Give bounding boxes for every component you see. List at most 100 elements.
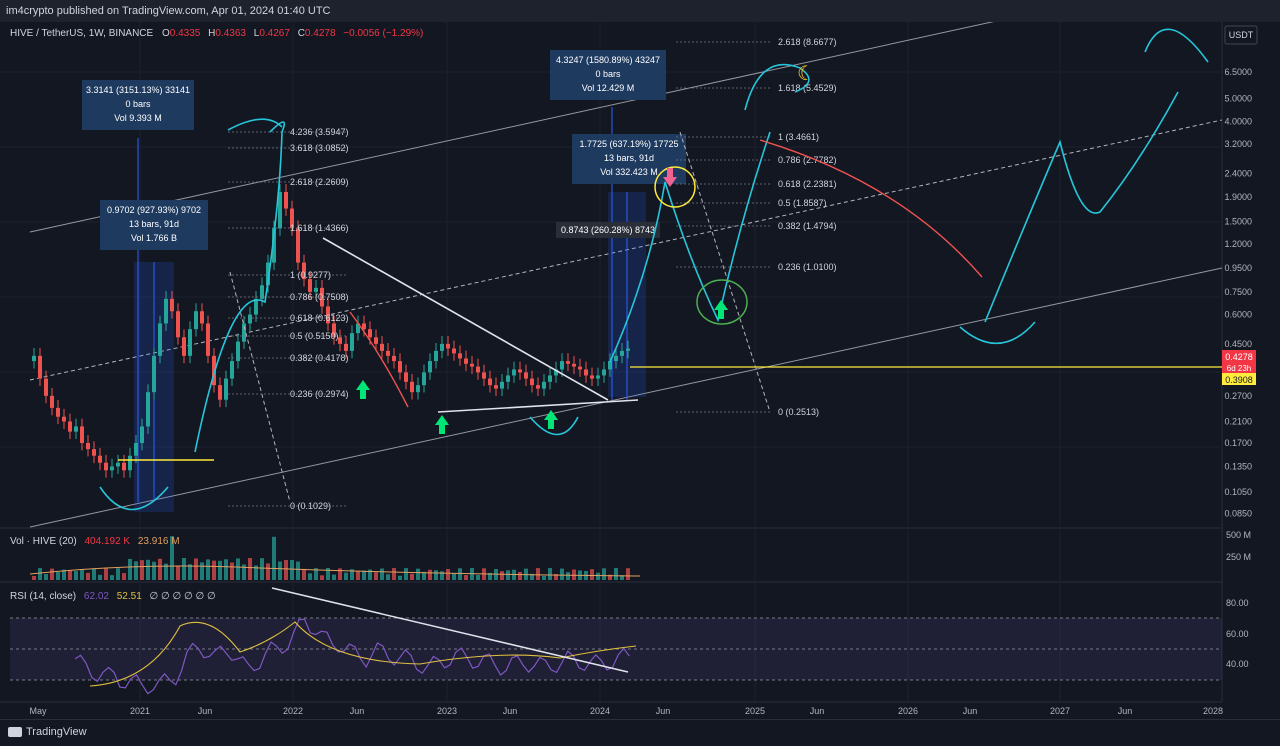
candle-body[interactable] <box>302 262 306 280</box>
candle-body[interactable] <box>86 442 90 450</box>
candle-body[interactable] <box>344 343 348 351</box>
candle-body[interactable] <box>116 462 120 467</box>
candle-body[interactable] <box>212 355 216 386</box>
candle-body[interactable] <box>290 208 294 229</box>
candle-body[interactable] <box>92 449 96 456</box>
candle-body[interactable] <box>428 361 432 373</box>
candle-body[interactable] <box>476 366 480 373</box>
time-axis[interactable]: May 2021 Jun 2022 Jun 2023 Jun 2024 Jun 2025 Jun 20… <box>29 706 1223 716</box>
fib-extension-left[interactable]: 4.236 (3.5947) 3.618 (3.0852) 2.618 (2.260… <box>228 127 349 511</box>
candle-body[interactable] <box>362 323 366 330</box>
candle-body[interactable] <box>122 462 126 471</box>
candle-body[interactable] <box>110 466 114 471</box>
candle-body[interactable] <box>542 381 546 389</box>
candle-body[interactable] <box>626 348 630 351</box>
candle-body[interactable] <box>356 323 360 334</box>
candle-body[interactable] <box>452 348 456 354</box>
candle-body[interactable] <box>548 375 552 382</box>
candle-body[interactable] <box>62 416 66 422</box>
candle-body[interactable] <box>518 369 522 373</box>
candle-body[interactable] <box>230 361 234 379</box>
candlestick-series[interactable] <box>32 184 630 478</box>
candle-body[interactable] <box>404 372 408 382</box>
candle-body[interactable] <box>572 363 576 367</box>
candle-body[interactable] <box>98 455 102 463</box>
descending-trendline[interactable] <box>322 237 609 401</box>
top-circle-marker[interactable] <box>654 166 696 208</box>
candle-body[interactable] <box>80 426 84 443</box>
candle-body[interactable] <box>206 323 210 356</box>
candle-body[interactable] <box>68 421 72 432</box>
symbol-legend[interactable]: HIVE / TetherUS, 1W, BINANCE O0.4335 H0.… <box>10 28 423 39</box>
candle-body[interactable] <box>338 337 342 344</box>
candle-body[interactable] <box>368 329 372 338</box>
candle-body[interactable] <box>140 426 144 443</box>
candle-body[interactable] <box>506 375 510 382</box>
candle-body[interactable] <box>614 355 618 362</box>
candle-body[interactable] <box>392 355 396 362</box>
candle-body[interactable] <box>296 228 300 263</box>
candle-body[interactable] <box>608 361 612 370</box>
candle-body[interactable] <box>284 192 288 209</box>
candle-body[interactable] <box>278 192 282 229</box>
candle-body[interactable] <box>242 323 246 342</box>
chart-canvas[interactable]: 3.3141 (3151.13%) 33141 0 bars Vol 9.393… <box>0 22 1280 719</box>
candle-body[interactable] <box>602 369 606 376</box>
currency-button-label[interactable]: USDT <box>1229 30 1254 40</box>
trend-channel[interactable] <box>29 22 1223 528</box>
candle-body[interactable] <box>380 343 384 351</box>
candle-body[interactable] <box>152 355 156 393</box>
candle-body[interactable] <box>488 378 492 386</box>
candle-body[interactable] <box>440 343 444 351</box>
candle-body[interactable] <box>482 372 486 379</box>
candle-body[interactable] <box>314 287 318 292</box>
candle-body[interactable] <box>566 361 570 364</box>
candle-body[interactable] <box>470 363 474 367</box>
candle-body[interactable] <box>434 350 438 362</box>
rsi-trendline[interactable] <box>271 587 629 673</box>
candle-body[interactable] <box>578 366 582 370</box>
candle-body[interactable] <box>218 385 222 400</box>
candle-body[interactable] <box>332 323 336 338</box>
candle-body[interactable] <box>38 355 42 379</box>
candle-body[interactable] <box>266 262 270 286</box>
candle-body[interactable] <box>386 350 390 356</box>
candle-body[interactable] <box>308 279 312 292</box>
currency-button[interactable] <box>1224 25 1258 45</box>
candle-body[interactable] <box>248 314 252 324</box>
candle-body[interactable] <box>374 337 378 344</box>
candle-body[interactable] <box>416 385 420 393</box>
candle-body[interactable] <box>254 298 258 315</box>
candle-body[interactable] <box>188 329 192 356</box>
candle-body[interactable] <box>170 298 174 312</box>
candle-body[interactable] <box>56 407 60 417</box>
red-projection-curves[interactable] <box>349 139 983 408</box>
candle-body[interactable] <box>146 392 150 427</box>
tradingview-logo[interactable]: TradingView <box>8 726 87 738</box>
candle-body[interactable] <box>44 378 48 396</box>
candle-body[interactable] <box>494 385 498 389</box>
rsi-line[interactable] <box>74 618 630 695</box>
candle-body[interactable] <box>182 337 186 356</box>
candle-body[interactable] <box>224 378 228 400</box>
price-axis[interactable]: 6.5000 5.0000 4.0000 3.2000 2.4000 1.9000 1.50… <box>1224 67 1252 519</box>
candle-body[interactable] <box>176 311 180 338</box>
candle-body[interactable] <box>596 375 600 379</box>
candle-body[interactable] <box>422 372 426 386</box>
candle-body[interactable] <box>50 395 54 408</box>
candle-body[interactable] <box>524 372 528 379</box>
candle-body[interactable] <box>260 285 264 299</box>
candle-body[interactable] <box>134 442 138 456</box>
candle-body[interactable] <box>536 385 540 389</box>
candle-body[interactable] <box>554 369 558 376</box>
candle-body[interactable] <box>194 311 198 330</box>
volume-series[interactable] <box>32 536 630 580</box>
candle-body[interactable] <box>410 381 414 393</box>
candle-body[interactable] <box>512 369 516 376</box>
candle-body[interactable] <box>164 298 168 324</box>
candle-body[interactable] <box>398 361 402 373</box>
candle-body[interactable] <box>560 361 564 370</box>
candle-body[interactable] <box>590 375 594 379</box>
candle-body[interactable] <box>104 462 108 471</box>
candle-body[interactable] <box>32 355 36 362</box>
